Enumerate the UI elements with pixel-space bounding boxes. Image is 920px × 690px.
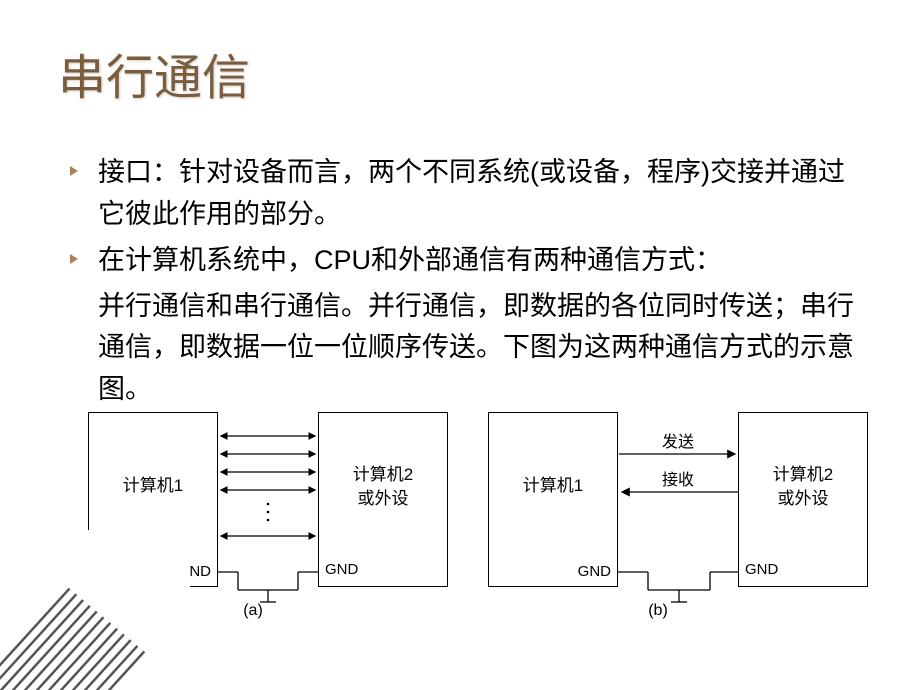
bullet-1: 接口：针对设备而言，两个不同系统(或设备，程序)交接并通过它彼此作用的部分。 <box>70 152 870 236</box>
recv-text: 接收 <box>662 471 694 489</box>
page-title: 串行通信 <box>58 38 250 108</box>
bullet-1-text: 接口：针对设备而言，两个不同系统(或设备，程序)交接并通过它彼此作用的部分。 <box>98 157 845 229</box>
hatching-decoration <box>0 530 190 690</box>
send-text: 发送 <box>662 433 694 451</box>
serial-wires: 发送 接收 <box>488 412 878 612</box>
bullet-marker-icon <box>70 254 78 264</box>
caption-b: (b) <box>468 602 848 620</box>
diagrams-area: 计算机1 GND 计算机2 或外设 GND <box>88 412 880 642</box>
bullet-marker-icon <box>70 166 78 176</box>
bullet-2-text: 在计算机系统中，CPU和外部通信有两种通信方式： <box>98 245 722 275</box>
bullet-2-cont: 并行通信和串行通信。并行通信，即数据的各位同时传送；串行通信，即数据一位一位顺序… <box>70 286 870 412</box>
bullet-2: 在计算机系统中，CPU和外部通信有两种通信方式： <box>70 240 870 282</box>
content-block: 接口：针对设备而言，两个不同系统(或设备，程序)交接并通过它彼此作用的部分。 在… <box>70 152 870 411</box>
